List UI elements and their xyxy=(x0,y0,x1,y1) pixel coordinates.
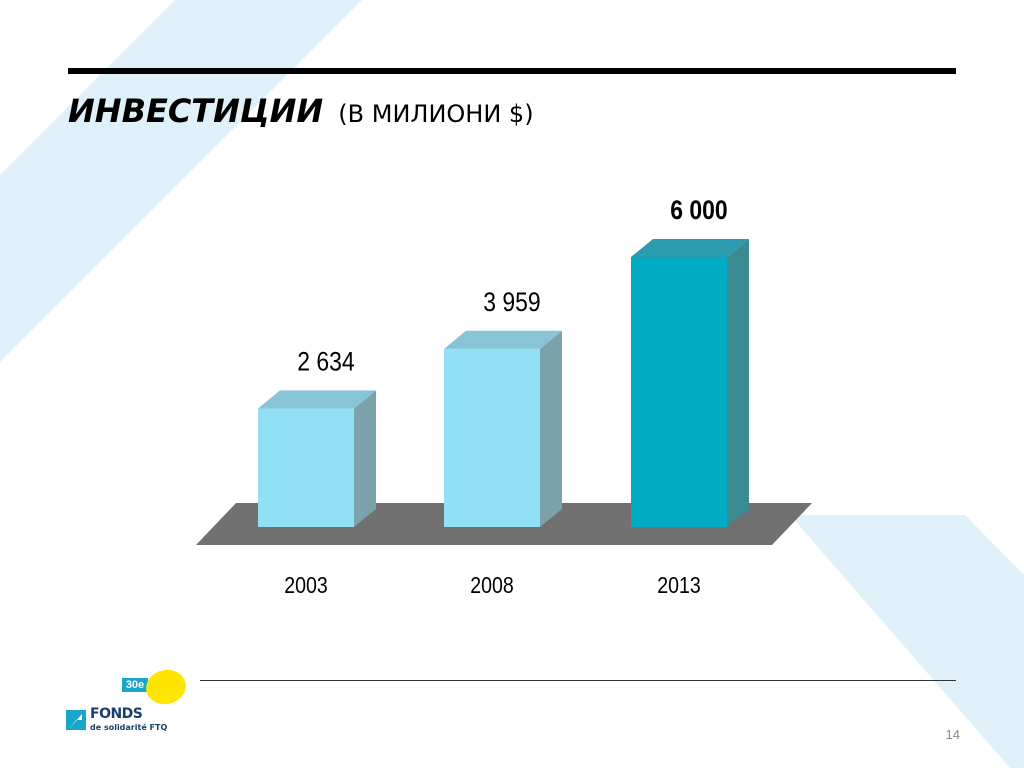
fonds-ftq-logo: 30e FONDS de solidarité FTQ xyxy=(64,666,194,738)
bar-2008 xyxy=(444,330,562,527)
bar-2013 xyxy=(631,238,749,527)
background-stripe-top-left xyxy=(0,0,362,362)
bar-front-face xyxy=(631,257,727,527)
bar-top-face xyxy=(631,238,749,257)
bar-front-face xyxy=(258,408,354,527)
bar-side-face xyxy=(354,390,376,527)
anniversary-badge-number: 30e xyxy=(122,678,148,692)
category-label: 2013 xyxy=(657,573,700,599)
title-top-rule xyxy=(68,68,956,74)
bar-top-face xyxy=(258,390,376,409)
category-label: 2003 xyxy=(284,573,327,599)
bar-side-face xyxy=(540,330,562,527)
background-stripe-bottom-right xyxy=(790,515,1024,768)
slide-title: ИНВЕСТИЦИИ (В МИЛИОНИ $) xyxy=(68,92,534,130)
fonds-arrow-icon xyxy=(66,710,86,730)
bar-2003 xyxy=(258,390,376,527)
value-label: 2 634 xyxy=(297,347,354,377)
logo-name: FONDS xyxy=(90,706,143,722)
bar-top-face xyxy=(444,330,562,349)
value-label: 6 000 xyxy=(670,195,727,225)
bar-front-face xyxy=(444,348,540,527)
logo-subtitle: de solidarité FTQ xyxy=(90,723,168,732)
slide-title-unit: (В МИЛИОНИ $) xyxy=(338,100,534,128)
labels-layer: 2 634 2003 3 959 2008 6 000 2013 xyxy=(284,195,727,598)
bar-side-face xyxy=(727,238,749,527)
value-label: 3 959 xyxy=(483,287,540,317)
slide-title-main: ИНВЕСТИЦИИ xyxy=(68,92,324,130)
bars-layer xyxy=(258,238,749,527)
category-label: 2008 xyxy=(470,573,513,599)
page-number: 14 xyxy=(945,727,960,742)
anniversary-badge-icon xyxy=(142,666,190,708)
footer-rule xyxy=(200,680,956,681)
